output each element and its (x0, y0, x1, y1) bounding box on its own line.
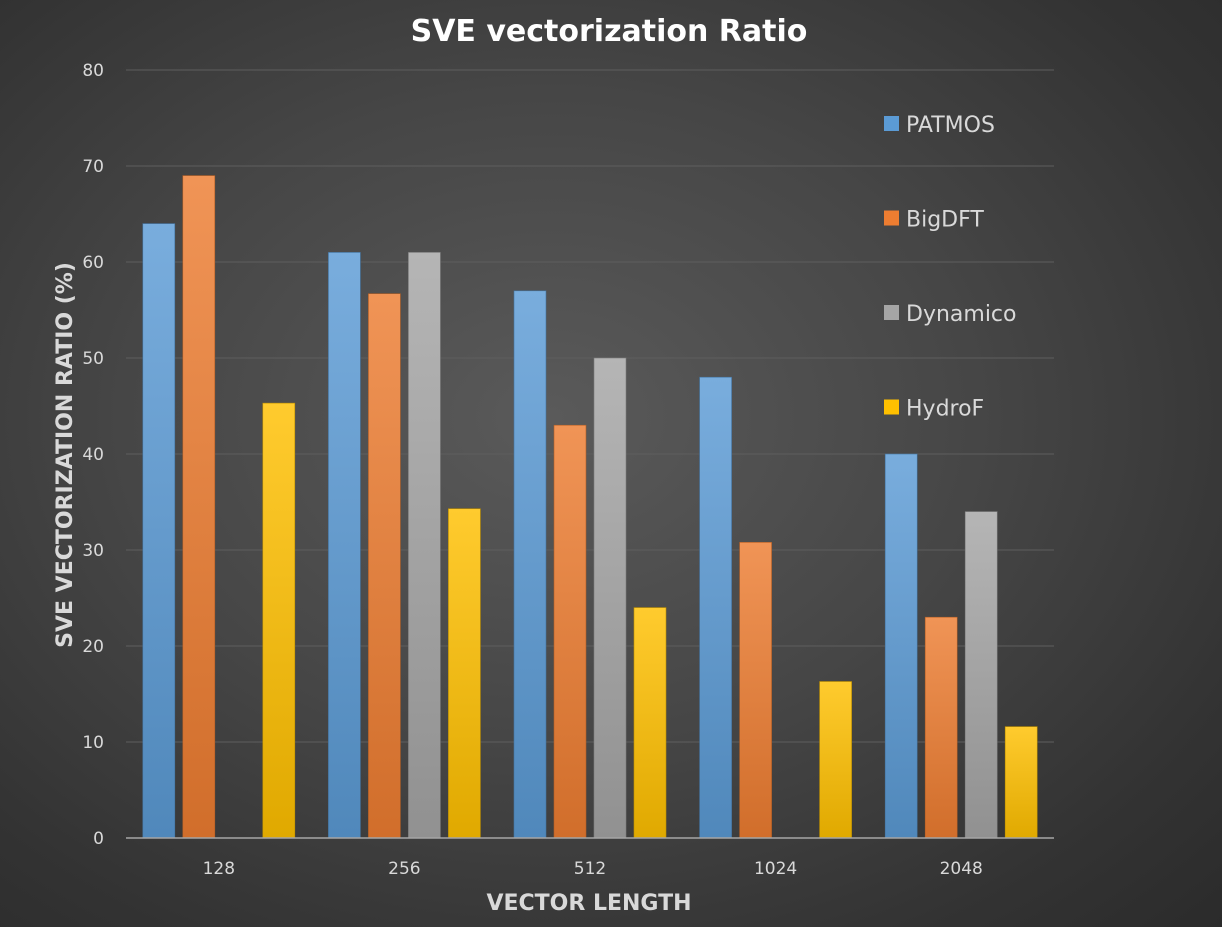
bar-hydrof-512 (633, 607, 667, 839)
bar-bigdft-512 (553, 424, 587, 839)
legend: PATMOS BigDFT Dynamico HydroF (884, 113, 1016, 422)
legend-swatch-bigdft (884, 210, 899, 226)
bar-hydrof-256 (448, 508, 481, 839)
legend-label-dynamico: Dynamico (906, 302, 1016, 327)
x-axis-title: VECTOR LENGTH (486, 891, 691, 916)
bar-patmos-512 (513, 290, 547, 839)
bar-dynamico-512 (593, 357, 627, 839)
x-tick-label: 2048 (940, 859, 983, 879)
y-tick-label: 20 (82, 637, 104, 657)
bar-dynamico-256 (408, 252, 441, 839)
y-tick-label: 70 (82, 157, 104, 177)
y-axis-title: SVE VECTORIZATION RATIO (%) (53, 262, 78, 648)
bars (142, 175, 1038, 839)
legend-label-hydrof: HydroF (906, 397, 984, 422)
x-tick-label: 512 (574, 859, 606, 879)
bar-hydrof-1024 (819, 681, 852, 839)
bar-patmos-256 (328, 252, 361, 839)
y-tick-label: 40 (82, 445, 104, 465)
y-tick-label: 80 (82, 61, 104, 81)
legend-label-patmos: PATMOS (906, 113, 995, 138)
legend-label-bigdft: BigDFT (906, 208, 984, 233)
y-tick-label: 0 (93, 829, 104, 849)
bar-hydrof-2048 (1004, 726, 1038, 839)
legend-swatch-patmos (884, 116, 899, 131)
x-tick-label: 128 (203, 859, 235, 879)
bar-patmos-2048 (884, 453, 918, 839)
bar-hydrof-128 (262, 402, 296, 839)
y-axis-ticks: 0 10 20 30 40 50 60 70 80 (82, 61, 104, 849)
bar-patmos-128 (142, 223, 176, 839)
chart-title: SVE vectorization Ratio (411, 14, 808, 49)
x-tick-label: 1024 (754, 859, 797, 879)
legend-swatch-hydrof (884, 399, 899, 415)
y-tick-label: 10 (82, 733, 104, 753)
y-tick-label: 30 (82, 541, 104, 561)
y-tick-label: 50 (82, 349, 104, 369)
y-tick-label: 60 (82, 253, 104, 273)
bar-bigdft-128 (182, 175, 216, 839)
bar-bigdft-256 (368, 293, 401, 839)
bar-bigdft-2048 (924, 616, 958, 839)
x-axis-ticks: 128 256 512 1024 2048 (203, 859, 983, 879)
legend-swatch-dynamico (884, 305, 899, 320)
bar-patmos-1024 (699, 376, 732, 839)
bar-bigdft-1024 (739, 542, 772, 839)
bar-dynamico-2048 (964, 511, 998, 839)
x-tick-label: 256 (388, 859, 420, 879)
